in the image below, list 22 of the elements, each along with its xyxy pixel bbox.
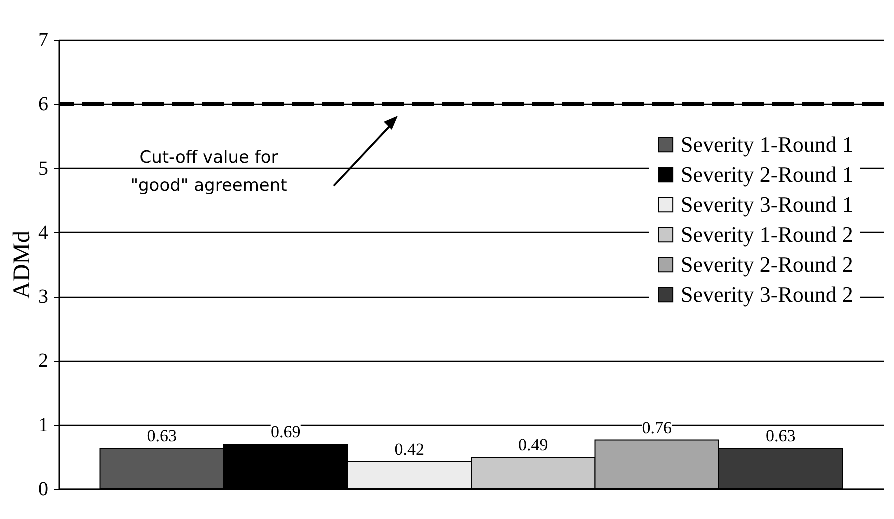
- y-tick-label: 4: [38, 222, 48, 244]
- y-tick-label: 6: [38, 94, 48, 116]
- legend-label: Severity 2-Round 2: [681, 252, 854, 277]
- y-axis-title: ADMd: [10, 230, 36, 300]
- legend-label: Severity 2-Round 1: [681, 162, 854, 187]
- data-label: 0.42: [394, 440, 424, 460]
- y-tick-label: 2: [38, 350, 48, 372]
- legend-label: Severity 1-Round 1: [681, 132, 854, 157]
- y-tick-label: 0: [38, 478, 48, 500]
- legend-label: Severity 3-Round 1: [681, 192, 854, 217]
- legend-label: Severity 3-Round 2: [681, 282, 854, 307]
- y-tick-label: 1: [38, 414, 48, 436]
- data-label: 0.69: [271, 422, 301, 442]
- data-label: 0.49: [518, 436, 548, 455]
- legend-label: Severity 1-Round 2: [681, 222, 854, 247]
- annotation: Cut-off value for "good" agreement: [130, 148, 288, 196]
- y-tick-label: 7: [38, 30, 48, 52]
- data-label: 0.63: [766, 426, 796, 446]
- y-tick-label: 5: [38, 158, 48, 180]
- data-label: 0.76: [642, 418, 672, 438]
- y-tick-label: 3: [38, 286, 48, 308]
- data-label: 0.63: [147, 426, 177, 446]
